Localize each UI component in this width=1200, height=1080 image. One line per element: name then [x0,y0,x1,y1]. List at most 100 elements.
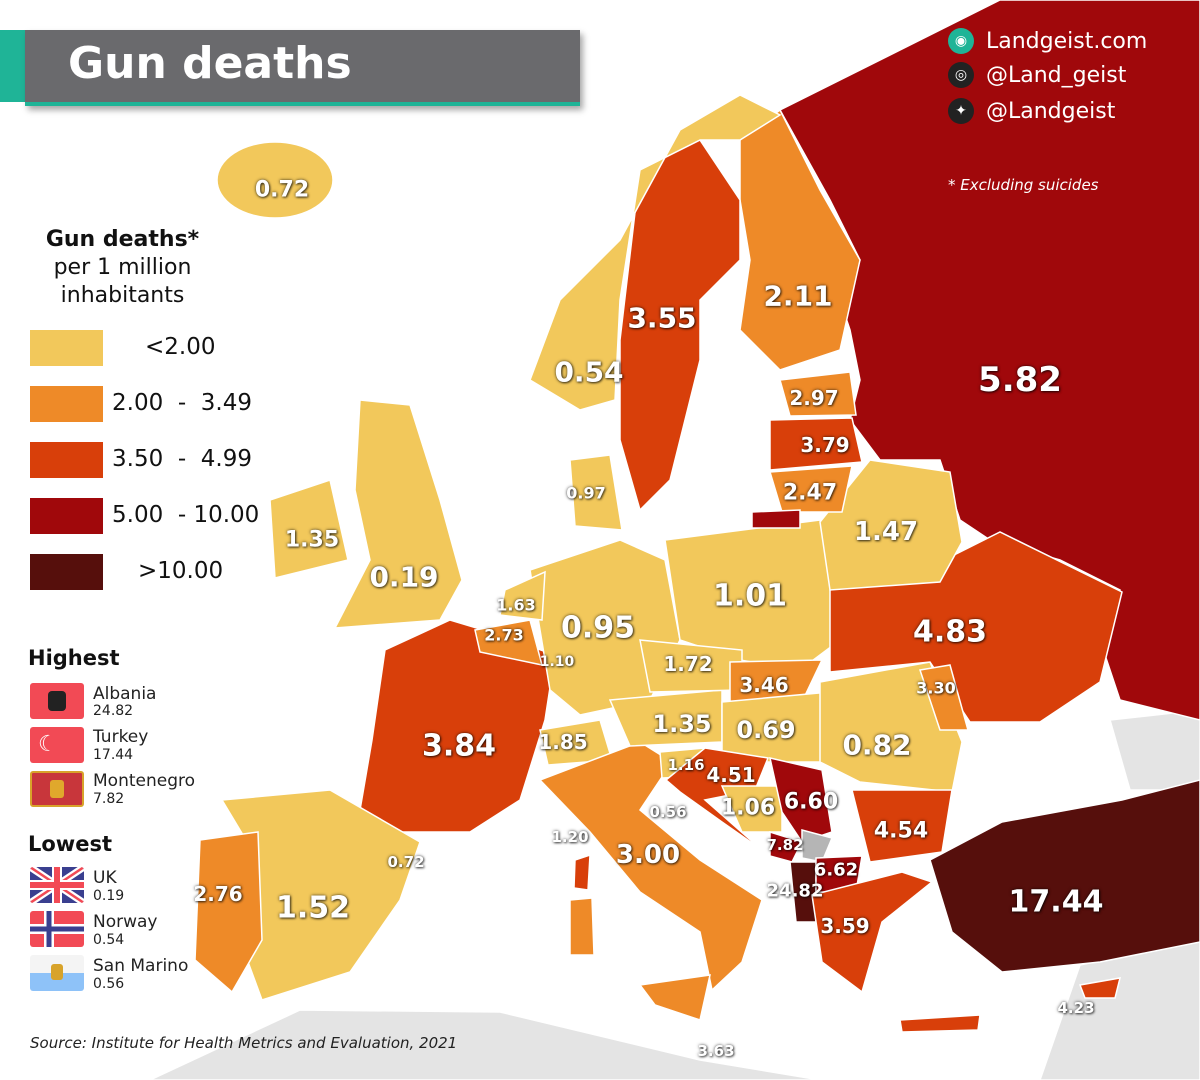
norway-flag [30,911,84,947]
legend-subtitle-1: per 1 million [53,255,192,280]
region-portugal [194,831,263,994]
region-crete [899,1014,981,1033]
page-title: Gun deaths [68,38,352,89]
africa-land [149,1009,821,1080]
value-label-slovenia: 1.16 [667,756,705,774]
globe-icon: ◉ [948,28,974,54]
region-belarus [819,459,963,591]
highest-2-value: 17.44 [93,747,134,763]
value-label-poland: 1.01 [712,578,788,614]
value-label-italy: 3.00 [615,840,681,870]
region-greece [811,871,934,994]
value-label-belgium: 2.73 [484,625,524,645]
region-turkey [929,779,1200,973]
legend-heading: Gun deaths* [45,227,200,252]
value-label-iceland: 0.72 [254,177,310,203]
albania-flag [30,683,84,719]
lowest-3-value: 0.56 [93,976,125,992]
highest-3-value: 7.82 [93,791,125,807]
value-label-malta: 3.63 [697,1042,735,1060]
footnote: * Excluding suicides [948,176,1099,194]
region-croatia [664,747,770,851]
lowest-heading: Lowest [28,832,112,856]
lowest-2-value: 0.54 [93,932,125,948]
legend-swatch [30,442,103,478]
value-label-north-macedonia: 6.62 [813,859,859,881]
caucasus-land [1109,709,1200,791]
instagram-icon: ◎ [948,62,974,88]
san-marino-flag [30,955,84,991]
value-label-bulgaria: 4.54 [873,818,929,844]
highest-heading: Highest [28,646,120,670]
legend-label: 5.00 - 10.00 [112,502,260,528]
region-belgium [474,619,544,666]
value-label-estonia: 2.97 [789,386,839,410]
region-iceland [216,141,334,219]
legend-swatch [30,330,103,366]
value-label-latvia: 3.79 [800,433,850,457]
legend-label: 2.00 - 3.49 [112,390,252,416]
value-label-belarus: 1.47 [853,517,919,547]
region-latvia [769,417,863,471]
website-link[interactable]: ◉ Landgeist.com [948,28,1147,54]
twitter-link[interactable]: ✦ @Landgeist [948,98,1115,124]
value-label-ukraine: 4.83 [912,614,988,650]
value-label-hungary: 0.69 [736,716,796,744]
value-label-serbia: 6.60 [783,789,839,815]
value-label-greece: 3.59 [820,914,870,938]
value-label-denmark: 0.97 [566,483,606,503]
value-label-bosnia: 1.06 [720,795,776,821]
region-corsica [573,853,591,891]
value-label-albania: 24.82 [766,880,824,902]
instagram-link[interactable]: ◎ @Land_geist [948,62,1126,88]
value-label-moldova: 3.30 [916,678,956,698]
region-sardinia [569,897,595,956]
legend-label: <2.00 [145,334,216,360]
highest-1-country: Albania [93,684,157,704]
region-cyprus [1078,977,1122,999]
value-label-slovakia: 3.46 [739,673,789,697]
lowest-1-value: 0.19 [93,888,125,904]
value-label-czechia: 1.72 [663,652,713,676]
value-label-san-marino: 0.56 [649,803,687,821]
legend-subtitle-2: inhabitants [60,283,185,308]
region-moldova [919,664,969,731]
lowest-1-country: UK [93,868,117,888]
legend-title: Gun deaths* per 1 million inhabitants [20,226,225,310]
region-estonia [779,371,857,417]
region-ireland [269,479,349,579]
legend-label: 3.50 - 4.99 [112,446,252,472]
region-lithuania [769,465,853,513]
legend-swatch [30,498,103,534]
region-bosnia [720,785,783,833]
twitter-icon: ✦ [948,98,974,124]
region-netherlands [499,570,546,621]
legend-swatch [30,554,103,590]
region-sicily [638,974,711,1021]
value-label-ireland: 1.35 [284,527,340,553]
region-kaliningrad [751,509,801,529]
value-label-lithuania: 2.47 [782,480,838,506]
turkey-flag: ☾ [30,727,84,763]
value-label-austria: 1.35 [652,710,712,738]
value-label-netherlands: 1.63 [496,595,536,615]
region-bulgaria [851,789,953,863]
lowest-3-country: San Marino [93,956,189,976]
value-label-russia: 5.82 [978,360,1062,400]
highest-3-country: Montenegro [93,771,196,791]
value-label-montenegro: 7.82 [766,836,804,854]
value-label-united-kingdom: 0.19 [369,560,439,594]
value-label-finland: 2.11 [763,279,833,313]
value-label-spain: 1.52 [275,890,351,926]
value-label-france: 3.84 [421,728,497,764]
highest-2-country: Turkey [93,727,149,747]
value-label-sweden: 3.55 [627,301,697,335]
value-label-andorra: 0.72 [387,853,425,871]
lowest-2-country: Norway [93,912,158,932]
region-denmark [569,454,623,531]
value-label-monaco: 1.20 [551,828,589,846]
value-label-luxembourg: 1.10 [539,654,575,670]
title-accent [0,30,25,102]
value-label-germany: 0.95 [560,610,636,646]
